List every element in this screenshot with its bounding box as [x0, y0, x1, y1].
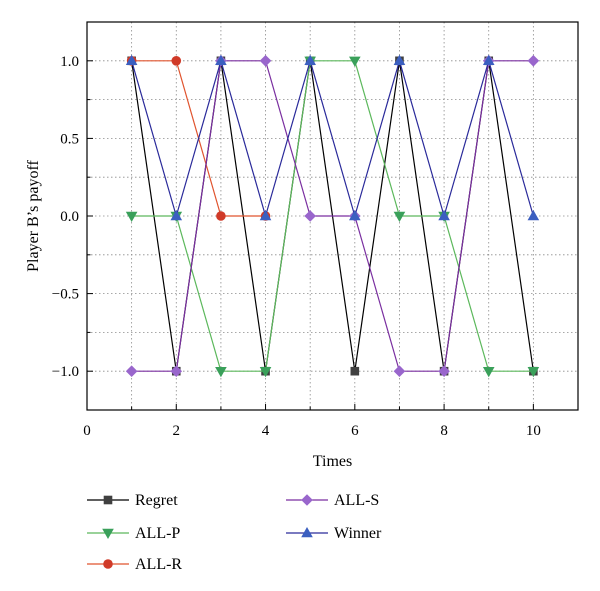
- x-tick-label: 10: [526, 423, 541, 439]
- legend: Regret ALL-P ALL-R ALL-S Winner: [87, 492, 382, 573]
- data-point-all-r: [216, 211, 226, 221]
- data-point-all-s: [259, 55, 272, 67]
- data-point-winner: [304, 54, 316, 65]
- data-point-winner: [482, 54, 495, 65]
- data-point-winner: [438, 210, 450, 221]
- data-point-winner: [215, 54, 227, 65]
- series-line-all-p: [131, 60, 534, 372]
- y-tick-label: 0.0: [60, 209, 79, 225]
- x-tick-label: 2: [173, 423, 181, 439]
- y-tick-label: −1.0: [52, 364, 79, 380]
- legend-marker-all-r: [103, 559, 113, 569]
- series-layer: [125, 54, 540, 378]
- data-point-all-p: [527, 367, 540, 378]
- data-point-all-s: [304, 210, 316, 222]
- x-tick-label: 8: [440, 423, 448, 439]
- y-axis-label: Player B’s payoff: [25, 159, 42, 271]
- y-tick-label: 1.0: [60, 54, 79, 70]
- data-point-winner: [349, 210, 361, 221]
- data-point-all-p: [215, 367, 227, 378]
- legend-item-all-p: ALL-P: [87, 525, 180, 542]
- ticks: 0 2 4 6 8 10 1.0 0.5 0.0 −0.5 −1.0: [52, 54, 541, 439]
- x-axis-label: Times: [313, 453, 352, 470]
- series-winner: [125, 54, 540, 221]
- data-point-all-s: [438, 365, 450, 377]
- legend-marker-all-p: [102, 528, 114, 539]
- data-point-winner: [393, 54, 406, 65]
- data-point-all-s: [170, 365, 183, 377]
- legend-label-all-r: ALL-R: [135, 556, 182, 573]
- legend-marker-winner: [301, 527, 313, 538]
- legend-marker-all-s: [301, 494, 313, 506]
- legend-marker-regret: [103, 495, 113, 505]
- data-point-all-s: [125, 365, 138, 377]
- legend-item-winner: Winner: [286, 525, 382, 542]
- legend-label-all-p: ALL-P: [135, 525, 180, 542]
- y-tick-label: −0.5: [52, 287, 79, 303]
- series-line-all-s: [131, 60, 534, 372]
- data-point-winner: [170, 210, 183, 221]
- data-point-all-p: [125, 211, 138, 222]
- legend-label-winner: Winner: [334, 525, 382, 542]
- data-point-all-r: [171, 56, 182, 66]
- data-point-winner: [527, 210, 540, 221]
- data-point-all-s: [393, 365, 406, 377]
- x-tick-label: 4: [262, 423, 270, 439]
- data-point-all-p: [393, 211, 406, 222]
- data-point-all-s: [527, 55, 540, 67]
- legend-item-all-s: ALL-S: [286, 492, 379, 509]
- data-point-winner: [259, 210, 272, 221]
- legend-item-regret: Regret: [87, 492, 178, 509]
- data-point-all-p: [259, 367, 272, 378]
- legend-label-all-s: ALL-S: [334, 492, 379, 509]
- y-tick-label: 0.5: [60, 131, 79, 147]
- data-point-regret: [350, 366, 360, 376]
- data-point-all-p: [349, 56, 361, 67]
- legend-item-all-r: ALL-R: [87, 556, 182, 573]
- x-tick-label: 6: [351, 423, 359, 439]
- data-point-all-p: [482, 367, 495, 378]
- data-point-winner: [125, 54, 138, 65]
- legend-label-regret: Regret: [135, 492, 178, 509]
- x-tick-label: 0: [83, 423, 91, 439]
- series-line-winner: [131, 58, 534, 219]
